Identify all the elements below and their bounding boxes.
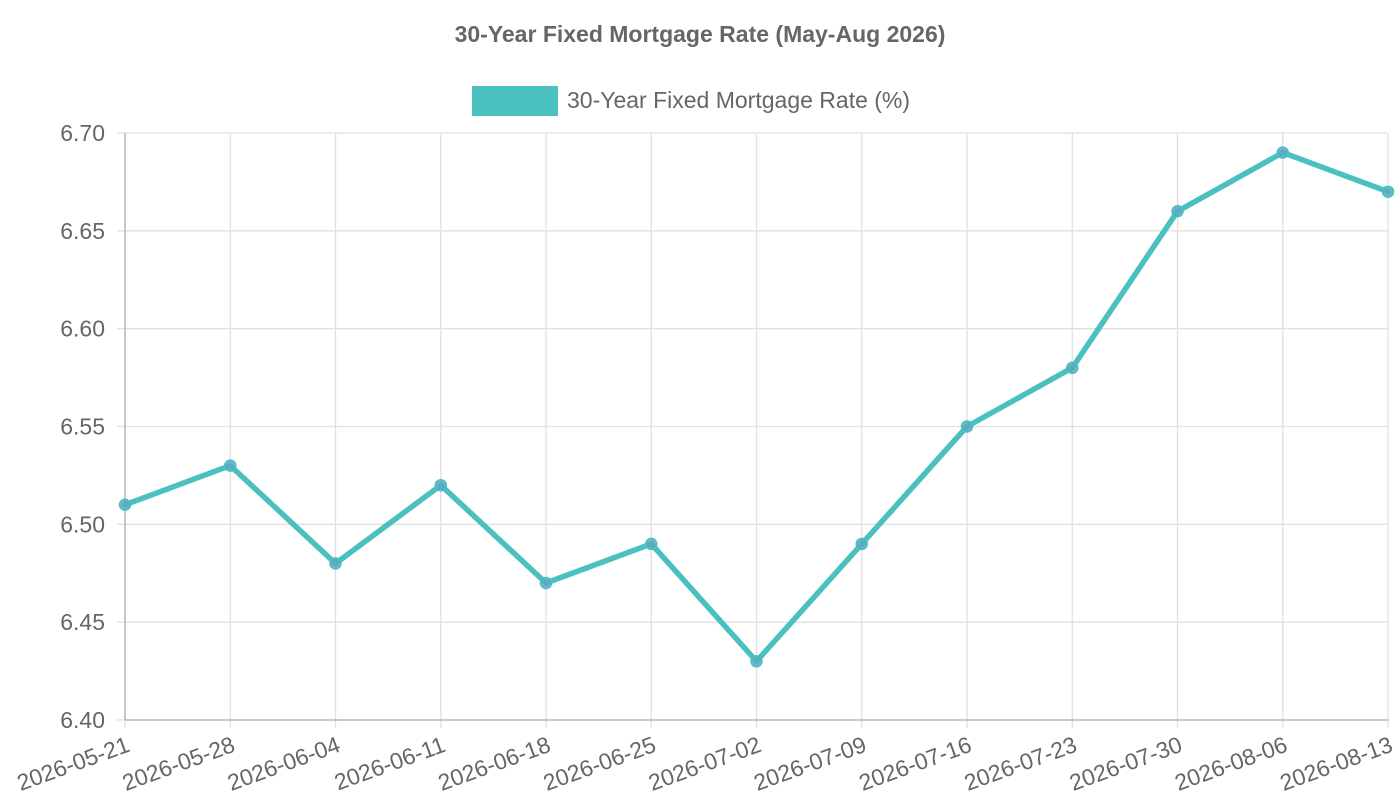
x-tick-label: 2026-06-04	[224, 731, 344, 796]
x-tick-label: 2026-06-18	[434, 731, 553, 796]
x-axis-ticks: 2026-05-212026-05-282026-06-042026-06-11…	[13, 731, 1395, 796]
data-point[interactable]	[645, 537, 658, 551]
data-point[interactable]	[1066, 361, 1079, 375]
x-tick-label: 2026-08-06	[1171, 731, 1290, 796]
legend[interactable]: 30-Year Fixed Mortgage Rate (%)	[472, 86, 910, 116]
series	[118, 146, 1395, 668]
y-tick-label: 6.40	[60, 707, 105, 733]
x-tick-label: 2026-06-11	[331, 731, 449, 795]
y-tick-label: 6.70	[60, 120, 105, 146]
x-tick-label: 2026-07-30	[1066, 731, 1185, 796]
data-point[interactable]	[1276, 146, 1289, 159]
data-point[interactable]	[434, 478, 447, 492]
y-tick-label: 6.65	[60, 218, 105, 244]
chart-title: 30-Year Fixed Mortgage Rate (May-Aug 202…	[455, 21, 946, 47]
data-point[interactable]	[960, 420, 974, 433]
data-point[interactable]	[1171, 205, 1184, 218]
data-point[interactable]	[539, 576, 553, 590]
x-tick-label: 2026-08-13	[1276, 731, 1395, 796]
y-tick-label: 6.60	[60, 316, 105, 342]
x-tick-label: 2026-05-21	[13, 731, 132, 796]
y-axis-ticks: 6.70 6.65 6.60 6.55 6.50 6.45 6.40	[60, 120, 105, 733]
x-tick-label: 2026-07-16	[855, 731, 974, 796]
data-point[interactable]	[1381, 185, 1395, 198]
grid	[117, 132, 1389, 728]
y-tick-label: 6.55	[60, 414, 105, 440]
legend-label: 30-Year Fixed Mortgage Rate (%)	[567, 87, 910, 113]
x-tick-label: 2026-05-28	[119, 731, 238, 796]
data-point[interactable]	[329, 557, 342, 570]
data-point[interactable]	[224, 459, 237, 472]
x-tick-label: 2026-07-23	[961, 731, 1080, 796]
data-point[interactable]	[855, 537, 868, 551]
x-tick-label: 2026-07-02	[645, 731, 764, 796]
x-tick-label: 2026-06-25	[540, 731, 659, 796]
data-point[interactable]	[750, 655, 763, 668]
y-tick-label: 6.50	[60, 511, 105, 537]
data-point[interactable]	[118, 498, 132, 512]
x-tick-label: 2026-07-09	[750, 731, 869, 796]
legend-swatch	[472, 86, 558, 116]
y-tick-label: 6.45	[60, 609, 105, 635]
axes	[124, 133, 1388, 721]
